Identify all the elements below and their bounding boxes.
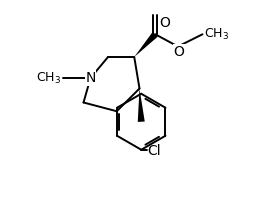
Text: N: N	[85, 71, 96, 85]
Text: O: O	[159, 16, 170, 30]
Text: CH$_3$: CH$_3$	[204, 27, 229, 42]
Text: Cl: Cl	[147, 144, 161, 158]
Text: CH$_3$: CH$_3$	[36, 70, 61, 86]
Polygon shape	[138, 89, 145, 122]
Polygon shape	[134, 32, 158, 57]
Text: O: O	[173, 45, 184, 59]
